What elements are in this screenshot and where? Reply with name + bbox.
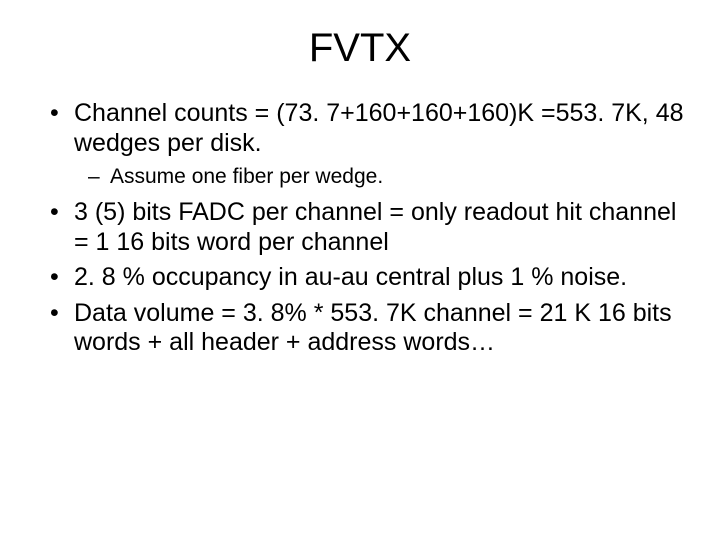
list-item: Channel counts = (73. 7+160+160+160)K =5… (74, 99, 690, 190)
bullet-text: 3 (5) bits FADC per channel = only reado… (74, 198, 676, 256)
list-item: 2. 8 % occupancy in au-au central plus 1… (74, 263, 690, 293)
slide: FVTX Channel counts = (73. 7+160+160+160… (0, 0, 720, 540)
sub-list-item: Assume one fiber per wedge. (110, 164, 690, 190)
bullet-text: Data volume = 3. 8% * 553. 7K channel = … (74, 299, 672, 357)
list-item: 3 (5) bits FADC per channel = only reado… (74, 198, 690, 257)
bullet-list: Channel counts = (73. 7+160+160+160)K =5… (30, 99, 690, 358)
list-item: Data volume = 3. 8% * 553. 7K channel = … (74, 299, 690, 358)
bullet-text: 2. 8 % occupancy in au-au central plus 1… (74, 263, 627, 291)
bullet-text: Channel counts = (73. 7+160+160+160)K =5… (74, 99, 684, 157)
sub-bullet-text: Assume one fiber per wedge. (110, 165, 383, 188)
slide-title: FVTX (30, 26, 690, 71)
sub-list: Assume one fiber per wedge. (74, 164, 690, 190)
